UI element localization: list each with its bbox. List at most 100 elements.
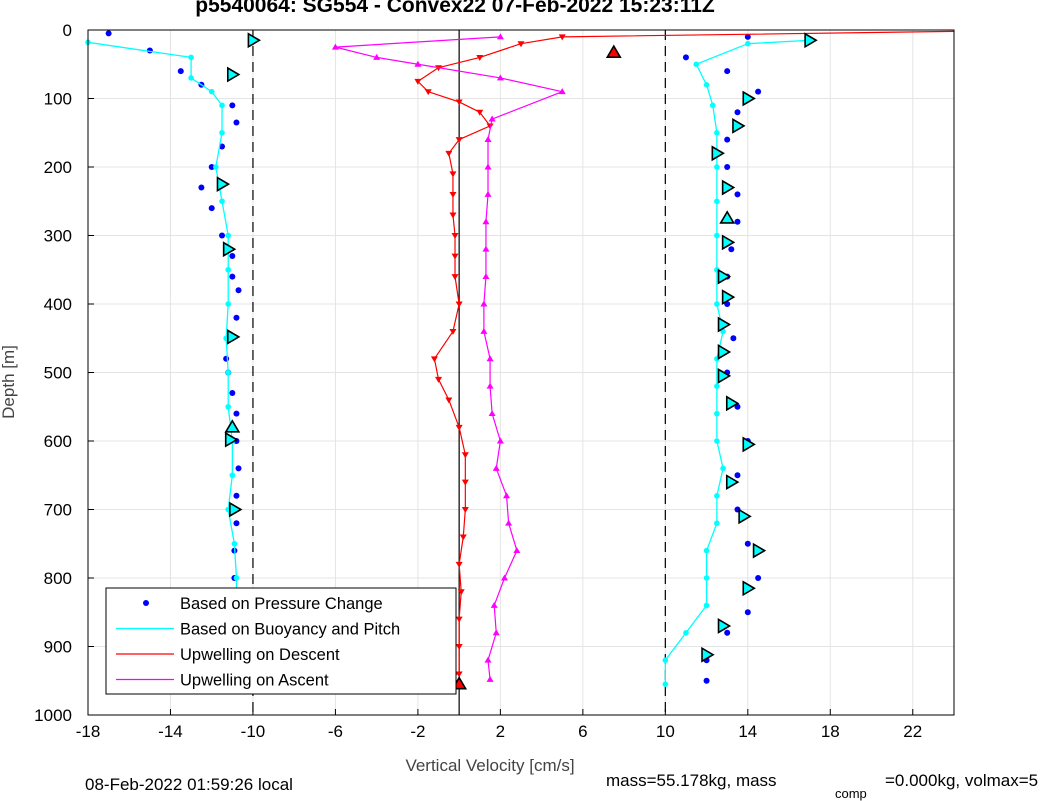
descent-marker xyxy=(455,561,463,568)
descent-marker xyxy=(449,191,457,198)
series-line-ascent xyxy=(334,36,563,680)
triangle-marker xyxy=(605,44,622,58)
descent-marker xyxy=(517,41,525,48)
y-tick-label: 900 xyxy=(44,638,72,657)
descent-marker xyxy=(455,616,463,623)
buoyancy-point xyxy=(219,102,225,109)
descent-marker xyxy=(461,479,469,486)
y-tick-label: 500 xyxy=(44,364,72,383)
descent-marker xyxy=(455,644,463,650)
pressure-point xyxy=(198,184,205,191)
descent-marker xyxy=(445,397,453,404)
pressure-point xyxy=(682,54,689,61)
pressure-point xyxy=(223,355,230,362)
triangle-marker xyxy=(717,344,732,360)
descent-marker xyxy=(424,89,432,96)
ascent-marker xyxy=(482,218,490,225)
buoyancy-point xyxy=(683,630,689,636)
x-tick-label: 10 xyxy=(656,722,675,741)
ascent-marker xyxy=(484,656,492,663)
descent-marker xyxy=(476,109,484,116)
y-tick-label: 600 xyxy=(44,432,72,451)
pressure-point xyxy=(730,335,737,342)
x-tick-label: -6 xyxy=(328,722,343,741)
buoyancy-point xyxy=(714,438,720,444)
buoyancy-point xyxy=(225,232,232,239)
pressure-point xyxy=(233,520,240,527)
ascent-marker xyxy=(480,327,488,334)
x-tick-label: -2 xyxy=(410,722,425,741)
ascent-marker xyxy=(484,190,492,197)
descent-marker xyxy=(414,78,422,85)
descent-marker xyxy=(449,171,457,178)
descent-marker xyxy=(430,356,438,363)
triangle-marker xyxy=(742,90,756,107)
pressure-point xyxy=(755,575,762,581)
pressure-point xyxy=(229,390,236,397)
buoyancy-point xyxy=(709,102,716,109)
ascent-marker xyxy=(480,300,488,307)
buoyancy-point xyxy=(714,164,720,170)
pressure-point xyxy=(233,314,240,321)
pressure-point xyxy=(744,540,751,547)
legend-swatch xyxy=(143,600,149,606)
y-tick-label: 400 xyxy=(44,295,72,314)
buoyancy-point xyxy=(714,301,720,307)
series-line-buoyancy xyxy=(87,41,238,678)
local-time-text: 08-Feb-2022 01:59:26 local xyxy=(85,775,293,794)
buoyancy-point xyxy=(714,232,720,239)
ascent-marker xyxy=(496,74,504,81)
descent-marker xyxy=(451,233,459,239)
legend-box xyxy=(105,587,457,695)
pressure-point xyxy=(734,191,741,198)
triangle-marker xyxy=(721,179,736,196)
buoyancy-point xyxy=(662,681,669,687)
triangle-marker xyxy=(752,542,767,559)
ascent-marker xyxy=(484,163,492,170)
y-tick-label: 300 xyxy=(44,227,72,246)
descent-marker xyxy=(435,376,443,383)
pressure-point xyxy=(724,136,731,143)
descent-marker xyxy=(461,452,469,459)
pressure-point xyxy=(724,629,731,636)
legend-label: Upwelling on Ascent xyxy=(180,672,329,690)
buoyancy-point xyxy=(188,75,194,81)
pressure-point xyxy=(724,164,731,170)
pressure-point xyxy=(744,609,751,616)
triangle-marker xyxy=(711,145,725,162)
triangle-marker xyxy=(717,368,732,384)
pressure-point xyxy=(734,472,741,479)
pressure-point xyxy=(105,30,112,37)
ascent-marker xyxy=(484,136,492,143)
buoyancy-point xyxy=(225,403,232,410)
y-tick-label: 200 xyxy=(44,158,72,177)
buoyancy-point xyxy=(225,369,232,376)
buoyancy-point xyxy=(714,198,720,205)
ascent-marker xyxy=(496,437,504,444)
triangle-marker xyxy=(725,395,740,412)
buoyancy-point xyxy=(693,61,700,68)
triangle-marker xyxy=(247,32,262,49)
ascent-marker xyxy=(488,410,496,417)
x-tick-label: 14 xyxy=(738,722,757,741)
y-axis-label: Depth [m] xyxy=(0,345,18,419)
descent-marker xyxy=(455,671,463,678)
pressure-point xyxy=(208,164,215,170)
buoyancy-point xyxy=(703,82,710,88)
ascent-marker xyxy=(505,519,513,526)
reference-lines xyxy=(252,30,666,715)
buoyancy-point xyxy=(213,164,219,170)
buoyancy-point xyxy=(703,547,710,554)
ascent-marker xyxy=(496,33,504,40)
descent-marker xyxy=(455,424,463,431)
buoyancy-point xyxy=(662,657,669,663)
mass-comp-subscript: comp xyxy=(835,786,867,801)
pressure-point xyxy=(734,218,741,225)
mass-text: mass=55.178kg, mass xyxy=(606,771,777,790)
triangle-marker xyxy=(216,176,231,193)
volmax-text: =0.000kg, volmax=5 xyxy=(885,771,1039,790)
triangle-marker xyxy=(701,646,715,663)
buoyancy-point xyxy=(208,88,215,95)
ascent-marker xyxy=(513,547,521,554)
